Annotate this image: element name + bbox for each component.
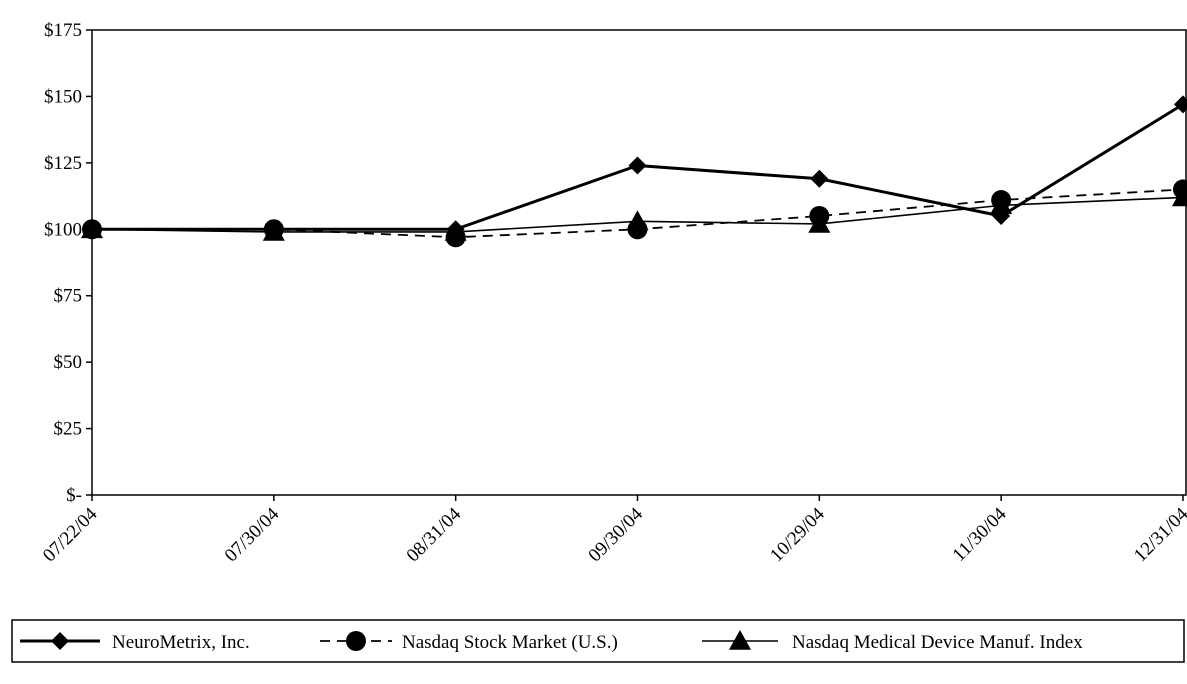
data-point bbox=[1174, 95, 1187, 114]
data-point bbox=[446, 220, 465, 239]
legend-marker bbox=[51, 632, 69, 650]
data-point bbox=[628, 156, 647, 175]
x-axis: 07/22/04 07/30/04 08/31/04 09/30/04 10/29/04… bbox=[39, 495, 1187, 566]
legend-label: Nasdaq Medical Device Manuf. Index bbox=[792, 632, 1083, 653]
legend-label: Nasdaq Stock Market (U.S.) bbox=[402, 632, 618, 653]
data-point bbox=[264, 220, 283, 239]
x-tick-label: 12/31/04 bbox=[1130, 503, 1187, 566]
legend-marker bbox=[729, 630, 751, 650]
data-point bbox=[991, 190, 1012, 211]
series-layer bbox=[81, 95, 1187, 248]
series-diamond bbox=[83, 95, 1187, 239]
data-point bbox=[809, 206, 830, 226]
series-circle bbox=[82, 179, 1187, 248]
y-tick-label: $75 bbox=[54, 286, 83, 307]
data-point bbox=[627, 219, 648, 240]
y-tick-label: $- bbox=[66, 485, 82, 506]
x-tick-label: 11/30/04 bbox=[949, 503, 1011, 565]
legend-label: NeuroMetrix, Inc. bbox=[112, 632, 250, 653]
y-tick-label: $25 bbox=[54, 419, 83, 440]
x-tick-label: 08/31/04 bbox=[403, 503, 466, 566]
data-point bbox=[992, 207, 1011, 225]
plot-area-frame bbox=[91, 29, 1187, 496]
x-tick-label: 09/30/04 bbox=[584, 503, 647, 566]
data-point bbox=[83, 220, 101, 239]
legend: NeuroMetrix, Inc. Nasdaq Stock Market (U.… bbox=[11, 619, 1185, 663]
y-tick-label: $125 bbox=[44, 153, 82, 174]
legend-marker bbox=[346, 631, 366, 651]
y-tick-label: $100 bbox=[44, 219, 82, 240]
legend-frame bbox=[11, 619, 1185, 663]
data-point bbox=[1173, 179, 1187, 200]
legend-entry: Nasdaq Medical Device Manuf. Index bbox=[702, 630, 1083, 653]
legend-entry: Nasdaq Stock Market (U.S.) bbox=[320, 631, 618, 653]
legend-entry: NeuroMetrix, Inc. bbox=[20, 632, 250, 653]
x-tick-label: 10/29/04 bbox=[766, 503, 829, 566]
y-tick-label: $175 bbox=[44, 20, 82, 41]
x-tick-label: 07/30/04 bbox=[221, 503, 284, 566]
y-tick-label: $150 bbox=[44, 86, 82, 107]
data-point bbox=[810, 169, 829, 188]
y-tick-label: $50 bbox=[54, 352, 83, 373]
x-tick-label: 07/22/04 bbox=[39, 503, 102, 566]
y-axis: $- $25 $50 $75 $100 $125 $150 $175 bbox=[44, 20, 92, 506]
